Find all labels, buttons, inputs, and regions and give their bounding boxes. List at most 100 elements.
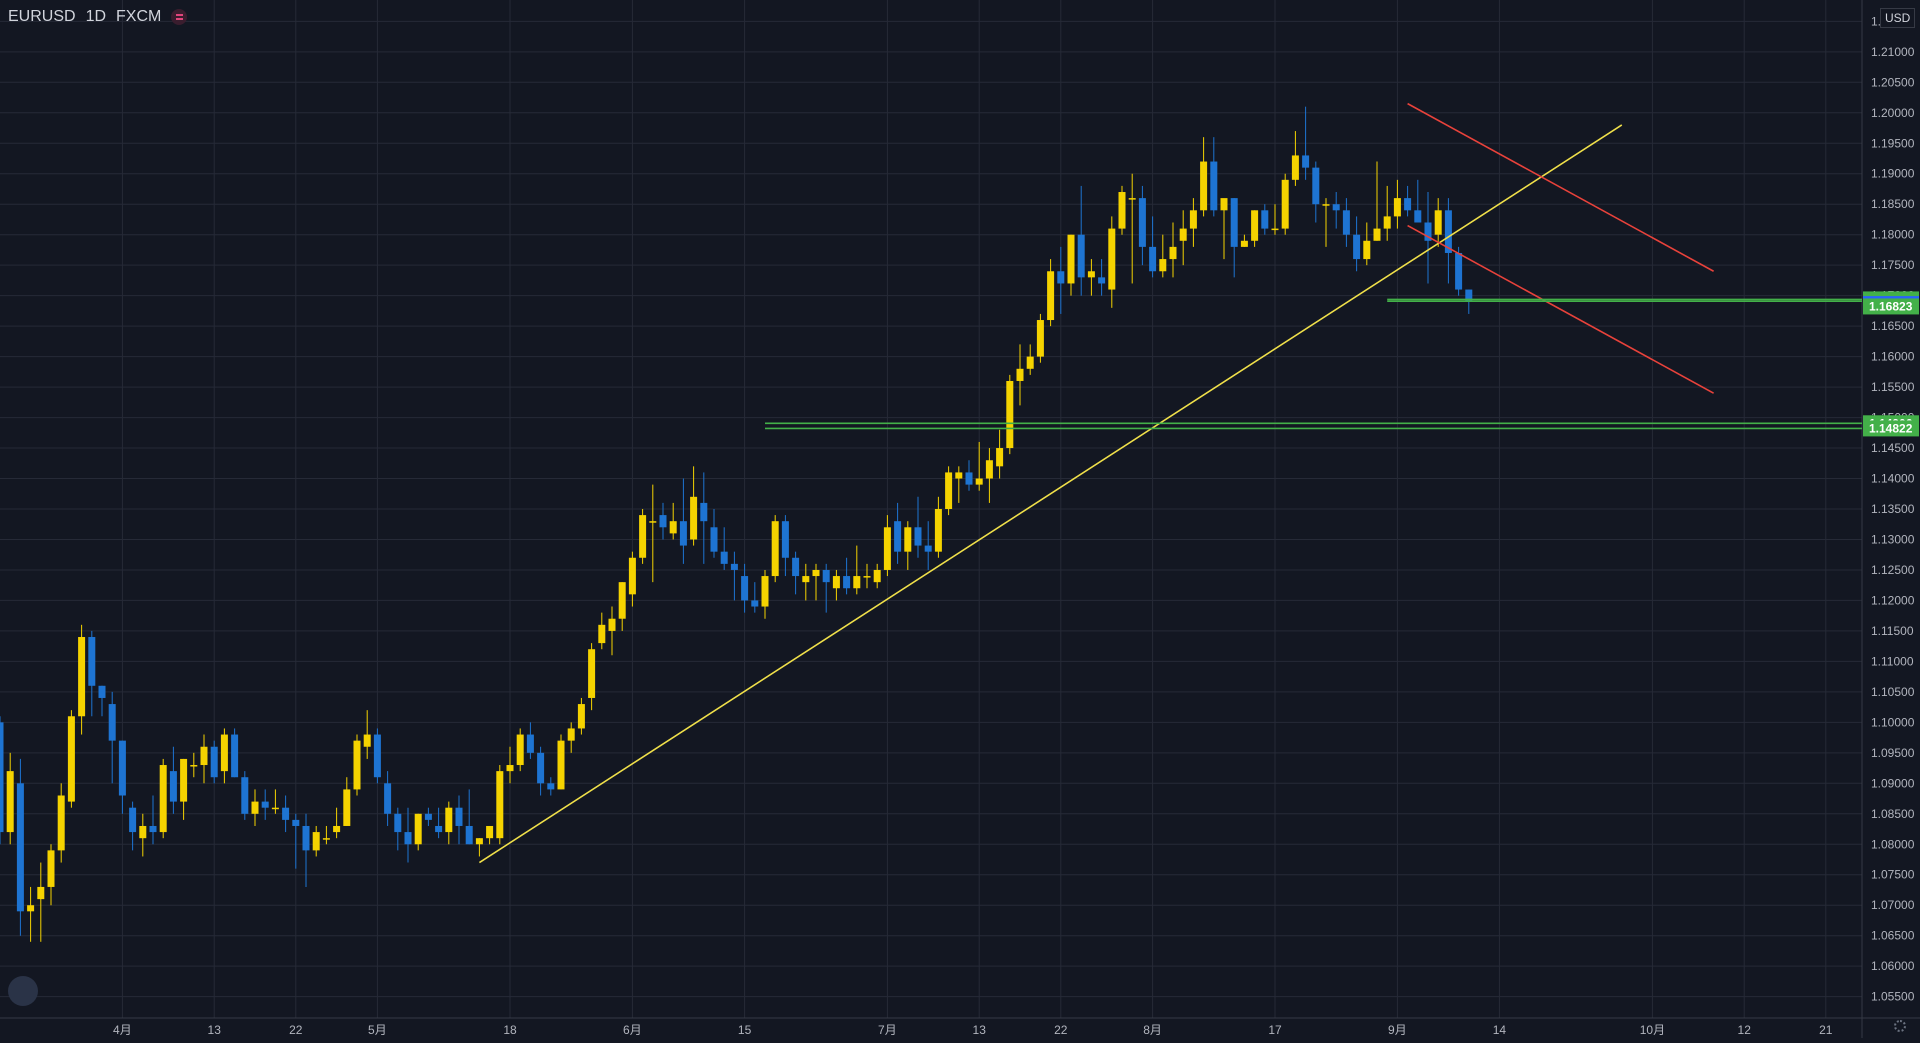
candle-body — [567, 728, 575, 741]
currency-badge[interactable]: USD — [1880, 8, 1916, 28]
candle-body — [271, 807, 279, 810]
candle-body — [608, 618, 616, 631]
candle-body — [1006, 380, 1014, 449]
candle-body — [934, 509, 942, 552]
candle-body — [1373, 228, 1381, 241]
candle-body — [16, 783, 24, 912]
candle-body — [322, 838, 330, 840]
x-tick-label: 15 — [738, 1023, 752, 1037]
y-tick-label: 1.10000 — [1871, 715, 1915, 729]
candle-body — [506, 765, 514, 772]
candle-body — [1179, 228, 1187, 241]
candle-body — [1189, 210, 1197, 229]
candle-body — [1393, 198, 1401, 217]
candle-body — [333, 825, 341, 833]
candle-body — [129, 807, 137, 833]
candle-body — [863, 576, 871, 578]
candle-body — [771, 521, 779, 577]
menu-icon[interactable] — [171, 9, 188, 25]
candle-body — [6, 771, 14, 833]
candle-body — [414, 813, 422, 845]
candle-body — [720, 551, 728, 564]
candle-body — [47, 850, 55, 887]
candle-body — [1240, 240, 1248, 247]
x-tick-label: 10月 — [1640, 1023, 1665, 1037]
candle-body — [1220, 198, 1228, 211]
candle-body — [945, 472, 953, 509]
candle-body — [1444, 210, 1452, 253]
candle-body — [883, 527, 891, 570]
candle-body — [710, 527, 718, 552]
y-tick-label: 1.19000 — [1871, 167, 1915, 181]
candle-body — [67, 716, 75, 802]
candle-body — [282, 807, 290, 820]
candle-body — [618, 582, 626, 619]
x-tick-label: 5月 — [368, 1023, 387, 1037]
interval-label[interactable]: 1D — [85, 8, 107, 25]
candle-body — [822, 569, 830, 583]
candle-body — [149, 825, 157, 833]
candle-body — [914, 527, 922, 546]
candle-body — [118, 740, 126, 796]
candle-body — [1404, 198, 1412, 211]
candle-body — [690, 496, 698, 540]
candle-body — [812, 569, 820, 577]
candle-body — [1026, 356, 1034, 369]
candle-body — [598, 624, 606, 644]
candle-body — [577, 704, 585, 729]
candle-body — [853, 576, 861, 589]
candle-body — [180, 758, 188, 802]
candle-body — [190, 765, 198, 767]
candle-body — [404, 832, 412, 845]
candle-body — [455, 807, 463, 826]
candle-body — [1047, 271, 1055, 321]
x-tick-label: 12 — [1738, 1023, 1752, 1037]
candle-body — [781, 521, 789, 558]
channel-lower-line — [1407, 224, 1714, 394]
candle-body — [1465, 289, 1473, 302]
candle-body — [1108, 228, 1116, 290]
candle-body — [343, 789, 351, 826]
candle-body — [628, 557, 636, 595]
candle-body — [37, 886, 45, 900]
y-tick-label: 1.20000 — [1871, 106, 1915, 120]
candle-body — [465, 825, 473, 845]
symbol-name[interactable]: EURUSD — [8, 8, 76, 25]
y-tick-label: 1.18000 — [1871, 228, 1915, 242]
tradingview-logo-icon[interactable] — [8, 976, 38, 1006]
candle-body — [679, 521, 687, 546]
candle-body — [1067, 234, 1075, 284]
data-source: FXCM — [116, 8, 162, 25]
candle-body — [516, 734, 524, 766]
candle-body — [649, 521, 657, 523]
candle-body — [394, 813, 402, 833]
candle-body — [873, 569, 881, 583]
candle-body — [1036, 320, 1044, 357]
candle-body — [1200, 161, 1208, 211]
candle-body — [78, 637, 86, 717]
uptrend-line — [478, 124, 1623, 864]
candle-body — [1138, 198, 1146, 247]
candle-body — [547, 783, 555, 790]
candle-body — [669, 521, 677, 534]
candle-body — [373, 734, 381, 778]
candle-body — [1434, 210, 1442, 235]
y-tick-label: 1.16500 — [1871, 319, 1915, 333]
candle-body — [802, 576, 810, 583]
settings-gear-icon[interactable] — [1894, 1020, 1906, 1032]
y-tick-label: 1.11000 — [1871, 654, 1914, 668]
y-tick-label: 1.15500 — [1871, 380, 1915, 394]
y-tick-label: 1.14000 — [1871, 472, 1915, 486]
x-tick-label: 18 — [503, 1023, 517, 1037]
candle-body — [169, 771, 177, 802]
candle-body — [231, 734, 239, 778]
candle-body — [1251, 210, 1259, 241]
candle-body — [526, 734, 534, 753]
candle-body — [659, 515, 667, 528]
y-tick-label: 1.06000 — [1871, 959, 1915, 973]
candle-body — [200, 746, 208, 766]
candle-body — [445, 807, 453, 833]
